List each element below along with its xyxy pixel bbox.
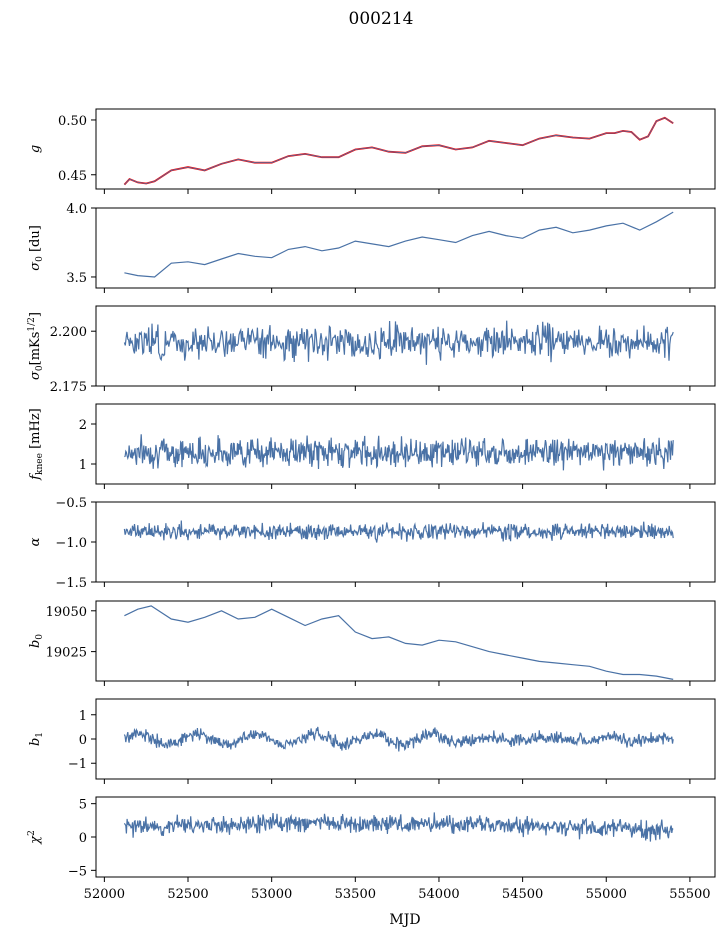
series-line-b0 bbox=[124, 605, 674, 680]
panel-frame-sigma_units bbox=[95, 305, 716, 387]
y-tick-label-sigma0: 3.5 bbox=[66, 271, 87, 286]
y-axis-label-part: 0 bbox=[35, 256, 45, 262]
y-tick-label-alpha: −0.5 bbox=[55, 496, 87, 511]
panel-g: 0.45 0.50 g bbox=[28, 108, 716, 194]
y-axis-label-b0: b0 bbox=[28, 634, 45, 648]
y-tick-label-sigma_units: 2.200 bbox=[50, 325, 87, 340]
figure-title: 000214 bbox=[349, 9, 414, 29]
y-axis-label-fknee: fknee [mHz] bbox=[28, 408, 45, 481]
x-tick-label: 55000 bbox=[586, 887, 627, 902]
x-tick-label: 54000 bbox=[418, 887, 459, 902]
panel-frame-fknee bbox=[95, 403, 716, 485]
y-axis-label-sigma0: σ0 [du] bbox=[28, 225, 45, 271]
y-tick-label-b0: 19050 bbox=[46, 605, 87, 620]
y-tick-label-g: 0.50 bbox=[58, 114, 87, 129]
y-axis-label-part: ] bbox=[28, 312, 43, 317]
y-axis-label-part: [mHz] bbox=[28, 408, 43, 453]
y-axis-label-part: b bbox=[28, 738, 43, 746]
panel-frame-b0 bbox=[95, 600, 716, 682]
panel-frame-b1 bbox=[95, 698, 716, 780]
y-axis-label-part: 2 bbox=[27, 830, 37, 836]
y-axis-label-part: b bbox=[28, 640, 43, 648]
series-line-b1 bbox=[123, 726, 674, 752]
y-axis-label-part: σ bbox=[28, 261, 43, 271]
y-tick-label-g: 0.45 bbox=[58, 169, 87, 184]
y-axis-label-b1: b1 bbox=[28, 732, 45, 746]
y-tick-label-b1: 0 bbox=[79, 733, 87, 748]
x-tick-label: 52500 bbox=[167, 887, 208, 902]
series-line-g-overlay bbox=[124, 117, 674, 185]
series-line-sigma0 bbox=[124, 211, 674, 278]
series-line-sigma_units bbox=[123, 320, 674, 365]
panel-sigma0: 3.5 4.0 σ0 [du] bbox=[28, 202, 716, 293]
panel-frame-g bbox=[95, 108, 716, 190]
y-axis-label-part: 0 bbox=[35, 634, 45, 640]
y-tick-label-sigma_units: 2.175 bbox=[50, 380, 87, 395]
y-axis-label-chi2: χ2 bbox=[27, 830, 43, 845]
y-axis-label-part: knee bbox=[35, 453, 45, 475]
panel-fknee: 1 2 fknee [mHz] bbox=[28, 403, 716, 489]
y-tick-label-alpha: −1.5 bbox=[55, 576, 87, 591]
series-line-alpha bbox=[123, 520, 674, 543]
y-axis-label-part: g bbox=[28, 145, 43, 153]
y-axis-label-part: 1/2 bbox=[27, 317, 37, 331]
y-axis-label-part: α bbox=[28, 537, 43, 546]
y-axis-label-part: [du] bbox=[28, 225, 43, 256]
x-tick-label: 52000 bbox=[84, 887, 125, 902]
x-tick-label: 54500 bbox=[502, 887, 543, 902]
x-tick-label: 55500 bbox=[669, 887, 710, 902]
y-tick-label-chi2: −5 bbox=[68, 864, 87, 879]
y-tick-label-b1: −1 bbox=[68, 757, 87, 772]
y-axis-label-sigma_units: σ0[mKs1/2] bbox=[27, 312, 45, 380]
x-tick-label: 53000 bbox=[251, 887, 292, 902]
fit-line-g bbox=[123, 116, 674, 186]
x-axis-label: MJD bbox=[389, 912, 420, 928]
x-tick-label: 53500 bbox=[335, 887, 376, 902]
series-line-fknee bbox=[124, 434, 674, 471]
y-tick-label-b1: 1 bbox=[79, 709, 87, 724]
y-tick-label-fknee: 2 bbox=[79, 418, 87, 433]
series-line-g bbox=[123, 117, 674, 186]
panel-sigma_units: 2.175 2.200 σ0[mKs1/2] bbox=[27, 305, 716, 395]
y-axis-label-part: [mKs bbox=[28, 332, 43, 366]
y-tick-label-fknee: 1 bbox=[79, 458, 87, 473]
y-axis-label-part: σ bbox=[28, 370, 43, 380]
series-line-chi2 bbox=[123, 812, 674, 842]
panel-frame-chi2 bbox=[95, 796, 716, 878]
y-axis-label-part: 1 bbox=[35, 732, 45, 738]
panel-alpha: −1.5 −1.0 −0.5 α bbox=[28, 496, 716, 591]
panel-frame-alpha bbox=[95, 501, 716, 583]
y-axis-label-g: g bbox=[28, 145, 43, 153]
panel-chi2: −5 0 5 χ2 bbox=[27, 796, 716, 882]
y-tick-label-alpha: −1.0 bbox=[55, 536, 87, 551]
y-axis-label-part: f bbox=[28, 473, 43, 481]
y-axis-label-part: χ bbox=[28, 835, 43, 845]
y-tick-label-chi2: 0 bbox=[79, 831, 87, 846]
y-tick-label-sigma0: 4.0 bbox=[66, 202, 87, 217]
panel-frame-sigma0 bbox=[95, 207, 716, 289]
y-tick-label-b0: 19025 bbox=[46, 646, 87, 661]
y-axis-label-alpha: α bbox=[28, 537, 43, 546]
y-tick-label-chi2: 5 bbox=[79, 798, 87, 813]
y-axis-label-part: 0 bbox=[35, 365, 45, 371]
